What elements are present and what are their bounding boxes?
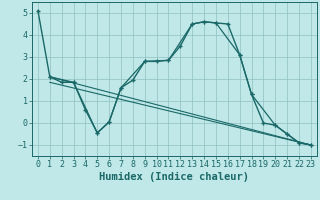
X-axis label: Humidex (Indice chaleur): Humidex (Indice chaleur) <box>100 172 249 182</box>
